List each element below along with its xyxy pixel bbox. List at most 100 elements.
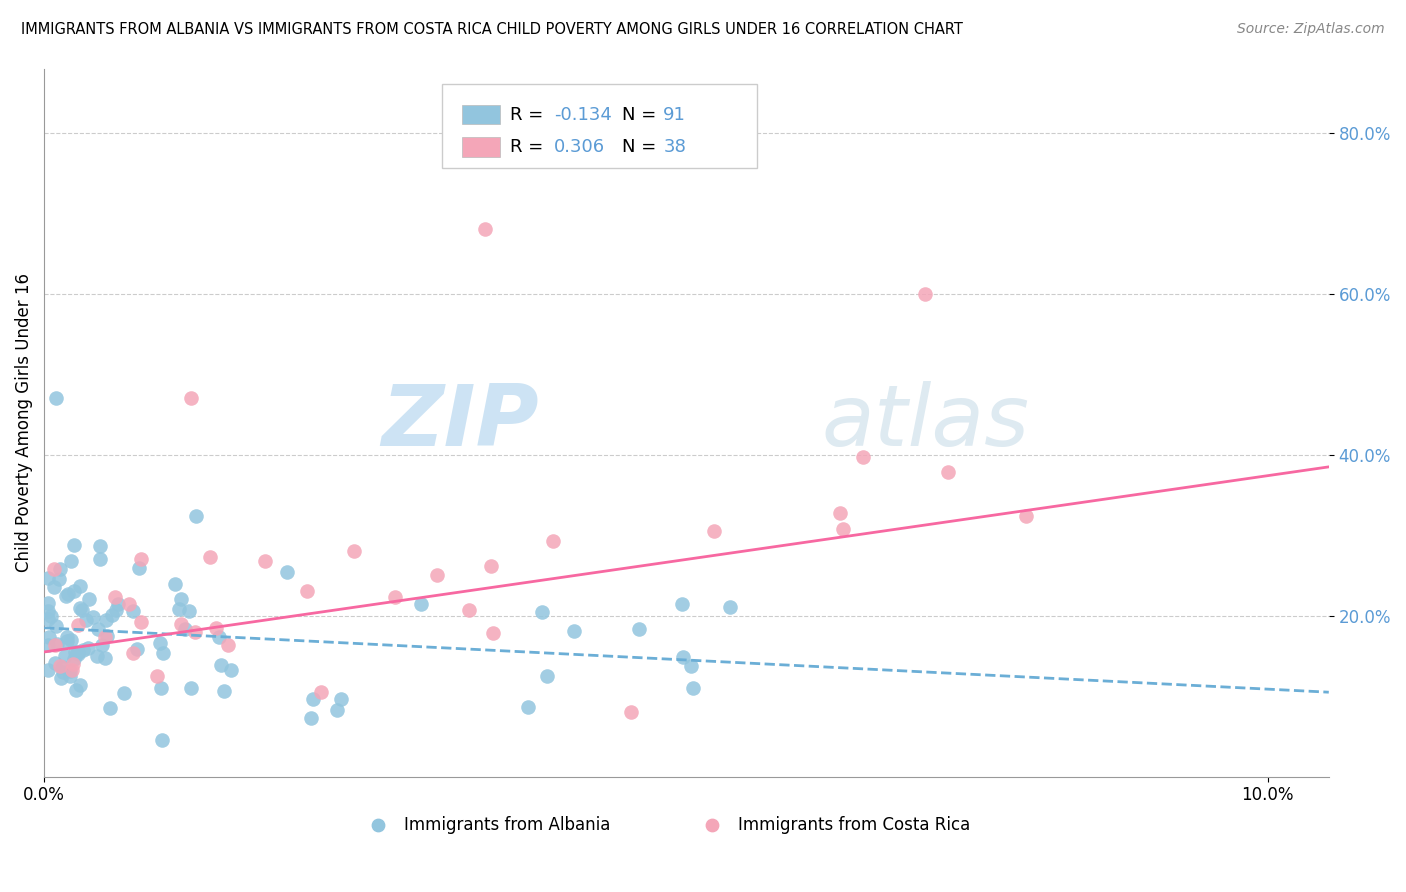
Point [672, 650, 695, 665]
Point [63, 538, 86, 552]
Point [254, 554, 277, 568]
Point [69, 601, 91, 615]
Point [516, 699, 538, 714]
Point [56, 587, 79, 601]
Point [45, 392, 67, 406]
Point [62, 584, 84, 599]
Point [87, 622, 110, 636]
Point [45, 618, 67, 632]
Point [620, 706, 643, 720]
Point [67, 647, 90, 661]
Point [186, 508, 208, 523]
Point [212, 684, 235, 698]
Point [62, 657, 84, 671]
Point [89, 539, 111, 553]
Point [180, 681, 202, 695]
Point [98, 700, 121, 714]
Text: R =: R = [510, 138, 550, 156]
Point [66, 618, 89, 632]
Point [89, 551, 111, 566]
Point [55, 649, 77, 664]
Point [302, 692, 325, 706]
Text: R =: R = [510, 105, 550, 124]
Point [77, 640, 100, 655]
Point [150, 733, 173, 747]
Point [1015, 508, 1038, 523]
Point [309, 685, 332, 699]
Point [37, 664, 59, 678]
Point [426, 568, 449, 582]
Point [104, 603, 127, 617]
Point [219, 663, 242, 677]
Point [458, 603, 481, 617]
Point [330, 692, 353, 706]
Point [409, 597, 432, 611]
FancyBboxPatch shape [443, 84, 756, 168]
Point [152, 647, 174, 661]
Point [82, 610, 104, 624]
Point [63, 645, 86, 659]
Point [59, 554, 82, 568]
Point [66, 645, 89, 659]
Point [39, 609, 62, 624]
Point [66, 646, 89, 660]
Point [299, 711, 322, 725]
Point [703, 524, 725, 539]
Point [343, 544, 366, 558]
Point [150, 681, 173, 695]
Point [42, 580, 65, 594]
Point [671, 598, 693, 612]
Point [55, 630, 77, 644]
Point [536, 669, 558, 683]
Point [127, 642, 149, 657]
Point [101, 607, 124, 622]
Point [530, 605, 553, 619]
Point [44, 638, 66, 652]
Text: IMMIGRANTS FROM ALBANIA VS IMMIGRANTS FROM COSTA RICA CHILD POVERTY AMONG GIRLS : IMMIGRANTS FROM ALBANIA VS IMMIGRANTS FR… [21, 22, 963, 37]
Point [91, 638, 114, 652]
Point [180, 392, 202, 406]
Text: 0.306: 0.306 [554, 138, 605, 156]
Point [37, 638, 59, 652]
Point [217, 638, 239, 652]
Point [938, 465, 960, 479]
Point [207, 630, 229, 644]
Point [118, 597, 141, 611]
Text: Immigrants from Albania: Immigrants from Albania [404, 816, 610, 834]
Point [59, 664, 82, 678]
Point [325, 703, 347, 717]
Point [60, 663, 83, 677]
Text: atlas: atlas [821, 381, 1029, 464]
Text: ZIP: ZIP [381, 381, 538, 464]
Point [121, 646, 143, 660]
Point [48, 659, 70, 673]
Text: 38: 38 [664, 138, 686, 156]
Point [56, 633, 79, 648]
Point [170, 616, 193, 631]
Point [69, 579, 91, 593]
Point [45, 637, 67, 651]
Point [831, 522, 853, 536]
Point [718, 599, 741, 614]
Point [295, 584, 318, 599]
Point [93, 651, 115, 665]
Point [94, 631, 117, 645]
Point [173, 622, 195, 636]
Point [481, 626, 503, 640]
Point [276, 565, 298, 579]
Point [96, 629, 118, 643]
Text: Source: ZipAtlas.com: Source: ZipAtlas.com [1237, 22, 1385, 37]
Point [55, 589, 77, 603]
Text: -0.134: -0.134 [554, 105, 612, 124]
Point [852, 450, 875, 465]
Point [384, 590, 406, 604]
Point [42, 562, 65, 576]
Point [75, 613, 97, 627]
Point [59, 669, 82, 683]
Point [205, 621, 228, 635]
Point [77, 592, 100, 607]
Point [128, 560, 150, 574]
Point [60, 632, 83, 647]
Point [37, 604, 59, 618]
Point [103, 590, 125, 604]
